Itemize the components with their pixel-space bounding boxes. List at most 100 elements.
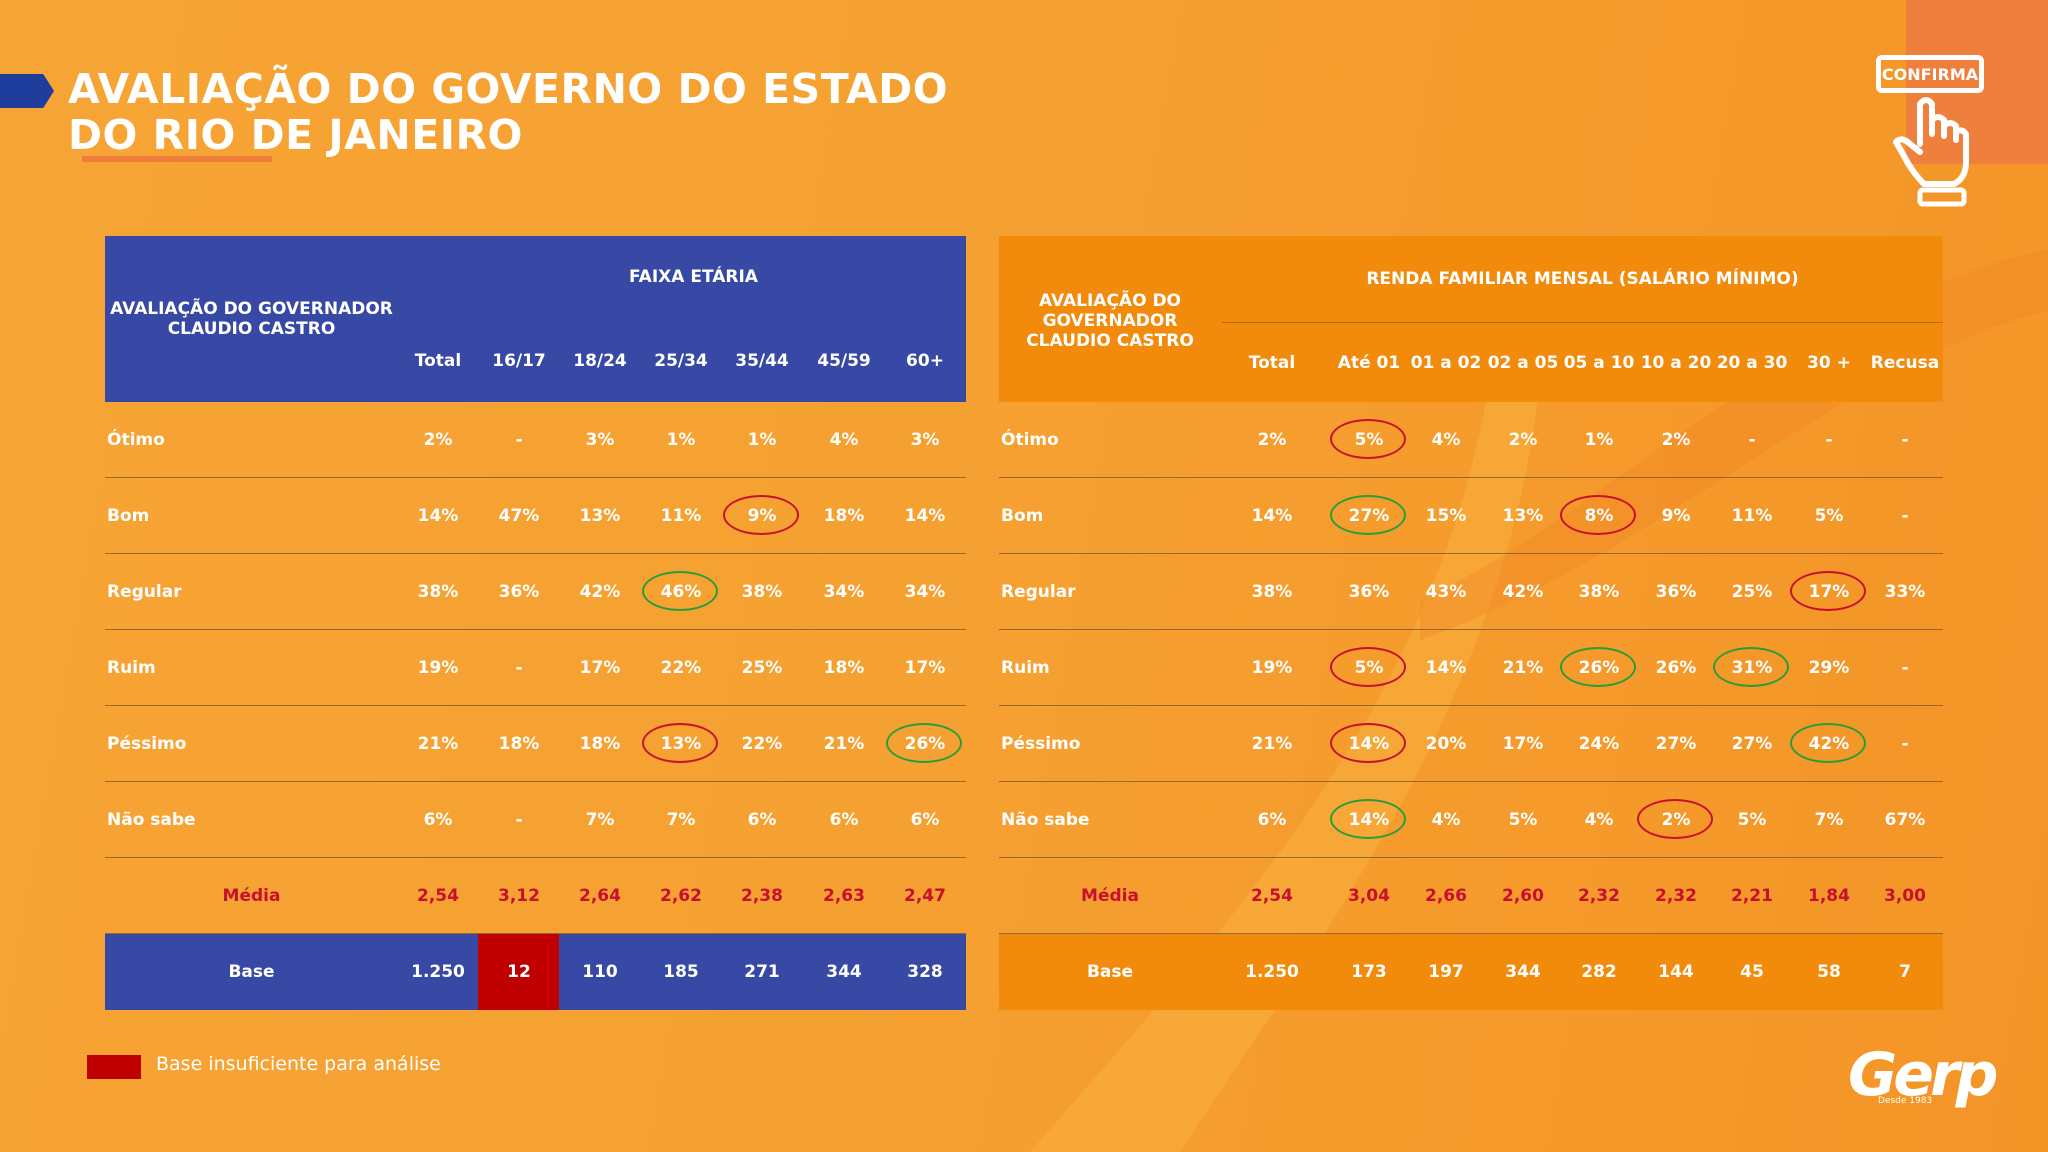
right_table-cell: 29%	[1808, 658, 1850, 678]
left_table-cell: 21%	[823, 734, 865, 754]
left_table-highlight-circle	[886, 723, 962, 763]
income-table: AVALIAÇÃO DO GOVERNADOR CLAUDIO CASTRO RE…	[999, 236, 1943, 1010]
right_table-row-label: Ruim	[1001, 658, 1050, 678]
right_table-col-header: 30 +	[1807, 353, 1851, 373]
right_table-highlight-circle	[1330, 419, 1406, 459]
left_table-cell: 3%	[910, 430, 940, 450]
right_table-cell: 2%	[1661, 430, 1691, 450]
right_table-media-cell: 2,21	[1731, 886, 1773, 906]
right_table-cell: 5%	[1737, 810, 1767, 830]
right_table-cell: -	[1901, 430, 1909, 450]
right_table-cell: 21%	[1502, 658, 1544, 678]
left_table-cell: 42%	[579, 582, 621, 602]
right_table-cell: 2%	[1508, 430, 1538, 450]
right_table-cell: 42%	[1502, 582, 1544, 602]
left_table-cell: 6%	[910, 810, 940, 830]
right_table-media-label: Média	[1081, 886, 1139, 906]
left_table-cell: 34%	[904, 582, 946, 602]
left_table-base-cell: 328	[907, 962, 943, 982]
right_table-media-cell: 1,84	[1808, 886, 1850, 906]
left_table-cell: 14%	[904, 506, 946, 526]
left_table-base-cell: 12	[507, 962, 531, 982]
right_table-base-cell: 173	[1351, 962, 1387, 982]
right_table-media-cell: 2,54	[1251, 886, 1293, 906]
left_table-row-label: Péssimo	[107, 734, 187, 754]
left_table-cell: 6%	[747, 810, 777, 830]
right_table-highlight-circle	[1330, 495, 1406, 535]
left_table-highlight-circle	[642, 571, 718, 611]
left_table-base-cell: 110	[582, 962, 618, 982]
left_table-cell: 11%	[660, 506, 702, 526]
left_table-col-header: 25/34	[654, 351, 708, 371]
right_table-media-cell: 3,00	[1884, 886, 1926, 906]
right_table-col-header: Até 01	[1337, 353, 1401, 373]
left_table-cell: 18%	[579, 734, 621, 754]
right_table-cell: 9%	[1661, 506, 1691, 526]
right_table-cell: 17%	[1502, 734, 1544, 754]
left_table-row-label: Bom	[107, 506, 150, 526]
right_table-cell: -	[1748, 430, 1756, 450]
right_table-cell: 36%	[1348, 582, 1390, 602]
right_table-media-cell: 2,32	[1578, 886, 1620, 906]
left_table-col-header: 60+	[906, 351, 944, 371]
right_table-col-header: 02 a 05	[1487, 353, 1559, 373]
right_table-cell: 38%	[1251, 582, 1293, 602]
right_table-col-header: 01 a 02	[1410, 353, 1482, 373]
right_table-row-divider	[999, 629, 1943, 630]
left_table-cell: 7%	[585, 810, 615, 830]
pointing-hand-icon	[1893, 97, 1969, 207]
right_table-row-label: Péssimo	[1001, 734, 1081, 754]
gerp-tagline: Desde 1983	[1878, 1096, 1933, 1106]
right_table-cell: 25%	[1731, 582, 1773, 602]
left_table-cell: 17%	[579, 658, 621, 678]
right_table-cell: 11%	[1731, 506, 1773, 526]
left_table-row-divider	[105, 705, 966, 706]
left_table-cell: 1%	[747, 430, 777, 450]
left_table-row-divider	[105, 781, 966, 782]
right_table-base-label: Base	[1086, 962, 1134, 982]
right_table-highlight-circle	[1330, 647, 1406, 687]
right_table-media-cell: 3,04	[1348, 886, 1390, 906]
left_table-row-label: Ótimo	[107, 430, 165, 450]
left_table-base-cell: 271	[744, 962, 780, 982]
right_table-cell: -	[1825, 430, 1833, 450]
right_table-base-cell: 282	[1581, 962, 1617, 982]
left_table-cell: 38%	[741, 582, 783, 602]
right_table-cell: 14%	[1251, 506, 1293, 526]
left_table-media-cell: 3,12	[498, 886, 540, 906]
left_table-cell: 47%	[498, 506, 540, 526]
left_table-cell: 38%	[417, 582, 459, 602]
left_table-media-cell: 2,64	[579, 886, 621, 906]
left_table-col-header: 45/59	[817, 351, 871, 371]
right_table-cell: 2%	[1257, 430, 1287, 450]
right_table-cell: 6%	[1257, 810, 1287, 830]
right_table-cell: 19%	[1251, 658, 1293, 678]
left_table-media-cell: 2,38	[741, 886, 783, 906]
right_table-cell: 15%	[1425, 506, 1467, 526]
right_table-cell: 27%	[1731, 734, 1773, 754]
age-range-table: AVALIAÇÃO DO GOVERNADOR CLAUDIO CASTRO FA…	[105, 236, 966, 1010]
right_table-row-divider	[999, 705, 1943, 706]
left_table-cell: 18%	[498, 734, 540, 754]
right_table-media-cell: 2,60	[1502, 886, 1544, 906]
left_table-media-cell: 2,54	[417, 886, 459, 906]
left_table-base-insufficient	[478, 934, 559, 1010]
right_table-row-divider	[999, 553, 1943, 554]
corner-accent	[1906, 0, 2048, 164]
right_table-row-divider	[999, 477, 1943, 478]
left_table-row-label: Ruim	[107, 658, 156, 678]
left_table-cell: 2%	[423, 430, 453, 450]
confirma-label: CONFIRMA	[1881, 64, 1979, 84]
right_table-cell: -	[1901, 506, 1909, 526]
right_table-cell: 7%	[1814, 810, 1844, 830]
right_table-highlight-circle	[1790, 723, 1866, 763]
right_table-col-header: Total	[1248, 353, 1296, 373]
left_table-cell: 25%	[741, 658, 783, 678]
confirma-label-box: CONFIRMA	[1876, 55, 1984, 93]
right_table-base-cell: 344	[1505, 962, 1541, 982]
right_table-row-label: Regular	[1001, 582, 1076, 602]
left_table-row-divider	[105, 553, 966, 554]
right_table-cell: 20%	[1425, 734, 1467, 754]
right_table-base-cell: 7	[1899, 962, 1911, 982]
right_table-cell: 24%	[1578, 734, 1620, 754]
